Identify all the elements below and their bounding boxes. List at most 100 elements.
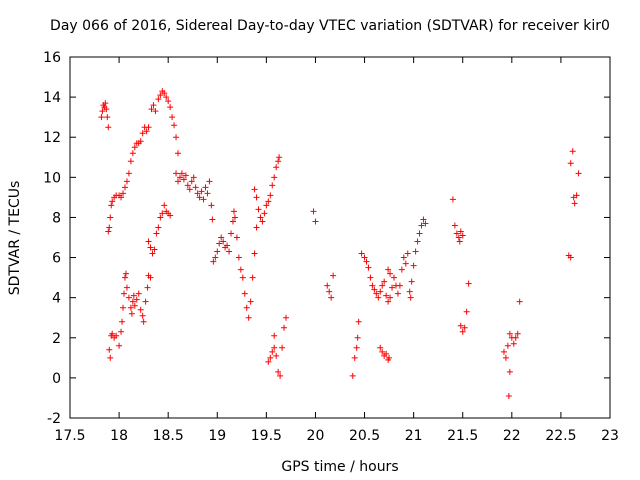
data-point xyxy=(104,114,111,121)
data-point xyxy=(180,176,187,183)
data-point xyxy=(194,190,201,197)
data-point xyxy=(465,280,472,287)
data-point xyxy=(188,178,195,185)
data-point xyxy=(128,310,135,317)
data-point xyxy=(171,122,178,129)
data-point xyxy=(108,202,115,209)
data-point xyxy=(140,318,147,325)
data-point xyxy=(129,150,136,157)
data-point xyxy=(271,332,278,339)
data-point xyxy=(151,246,158,253)
data-point xyxy=(255,206,262,213)
data-point xyxy=(228,230,235,237)
data-point xyxy=(145,124,152,131)
data-point xyxy=(145,238,152,245)
data-point xyxy=(116,342,123,349)
data-point xyxy=(125,294,132,301)
data-point xyxy=(571,200,578,207)
data-point xyxy=(206,178,213,185)
data-point xyxy=(453,230,460,237)
data-point xyxy=(152,108,159,115)
data-point xyxy=(184,182,191,189)
y-axis-ticks: -2 0 2 4 6 8 10 12 14 16 xyxy=(43,50,610,427)
data-point xyxy=(214,248,221,255)
data-point xyxy=(369,282,376,289)
x-axis-label: GPS time / hours xyxy=(281,459,398,475)
data-point xyxy=(167,104,174,111)
data-point xyxy=(451,222,458,229)
y-tick-label: 10 xyxy=(43,170,61,186)
x-tick-label: 21 xyxy=(405,428,423,444)
data-point xyxy=(267,354,274,361)
data-point xyxy=(253,224,260,231)
data-point xyxy=(144,284,151,291)
data-point xyxy=(271,174,278,181)
data-point xyxy=(385,266,392,273)
y-tick-label: -2 xyxy=(47,411,61,427)
data-point xyxy=(351,354,358,361)
data-point xyxy=(377,288,384,295)
y-tick-label: 4 xyxy=(52,291,61,307)
data-point xyxy=(567,160,574,167)
data-point xyxy=(135,290,142,297)
data-point xyxy=(273,164,280,171)
data-point xyxy=(251,186,258,193)
data-point xyxy=(121,184,128,191)
data-point xyxy=(173,134,180,141)
data-point xyxy=(230,208,237,215)
data-point xyxy=(275,158,282,165)
data-point xyxy=(120,304,127,311)
data-point xyxy=(312,218,319,225)
data-point xyxy=(267,192,274,199)
data-point xyxy=(196,194,203,201)
x-tick-label: 22 xyxy=(503,428,521,444)
data-point xyxy=(198,188,205,195)
data-point xyxy=(139,130,146,137)
data-point xyxy=(279,344,286,351)
data-point xyxy=(379,282,386,289)
x-tick-label: 20.5 xyxy=(349,428,380,444)
chart-title: Day 066 of 2016, Sidereal Day-to-day VTE… xyxy=(50,18,610,34)
data-point xyxy=(396,282,403,289)
data-point xyxy=(410,262,417,269)
data-point xyxy=(231,214,238,221)
data-point xyxy=(383,292,390,299)
data-point xyxy=(354,334,361,341)
data-point xyxy=(247,298,254,305)
data-point xyxy=(182,172,189,179)
data-point xyxy=(408,278,415,285)
data-point xyxy=(387,294,394,301)
data-point xyxy=(125,170,132,177)
data-point xyxy=(133,296,140,303)
data-point xyxy=(275,368,282,375)
data-point xyxy=(235,254,242,261)
data-point xyxy=(391,274,397,281)
data-point xyxy=(159,210,166,217)
data-point xyxy=(394,290,401,297)
data-point xyxy=(237,266,244,273)
data-point xyxy=(355,318,362,325)
plot-border xyxy=(69,56,611,419)
y-tick-label: 12 xyxy=(43,130,61,146)
data-point xyxy=(365,264,372,271)
data-point xyxy=(102,100,109,107)
data-point xyxy=(109,330,116,337)
data-point xyxy=(173,170,180,177)
data-point xyxy=(263,202,270,209)
data-point xyxy=(163,94,170,101)
data-point xyxy=(386,354,393,361)
data-point xyxy=(208,202,215,209)
y-axis-label: SDTVAR / TECUs xyxy=(7,181,23,296)
data-point xyxy=(273,352,280,359)
data-point xyxy=(105,124,112,131)
data-point xyxy=(514,330,521,337)
data-point xyxy=(463,308,470,315)
data-point xyxy=(251,250,258,257)
data-points xyxy=(98,88,582,399)
data-point xyxy=(567,254,574,261)
data-point xyxy=(265,198,272,205)
data-point xyxy=(155,224,162,231)
x-tick-label: 21.5 xyxy=(447,428,478,444)
data-point xyxy=(261,210,268,217)
data-point xyxy=(328,294,335,301)
